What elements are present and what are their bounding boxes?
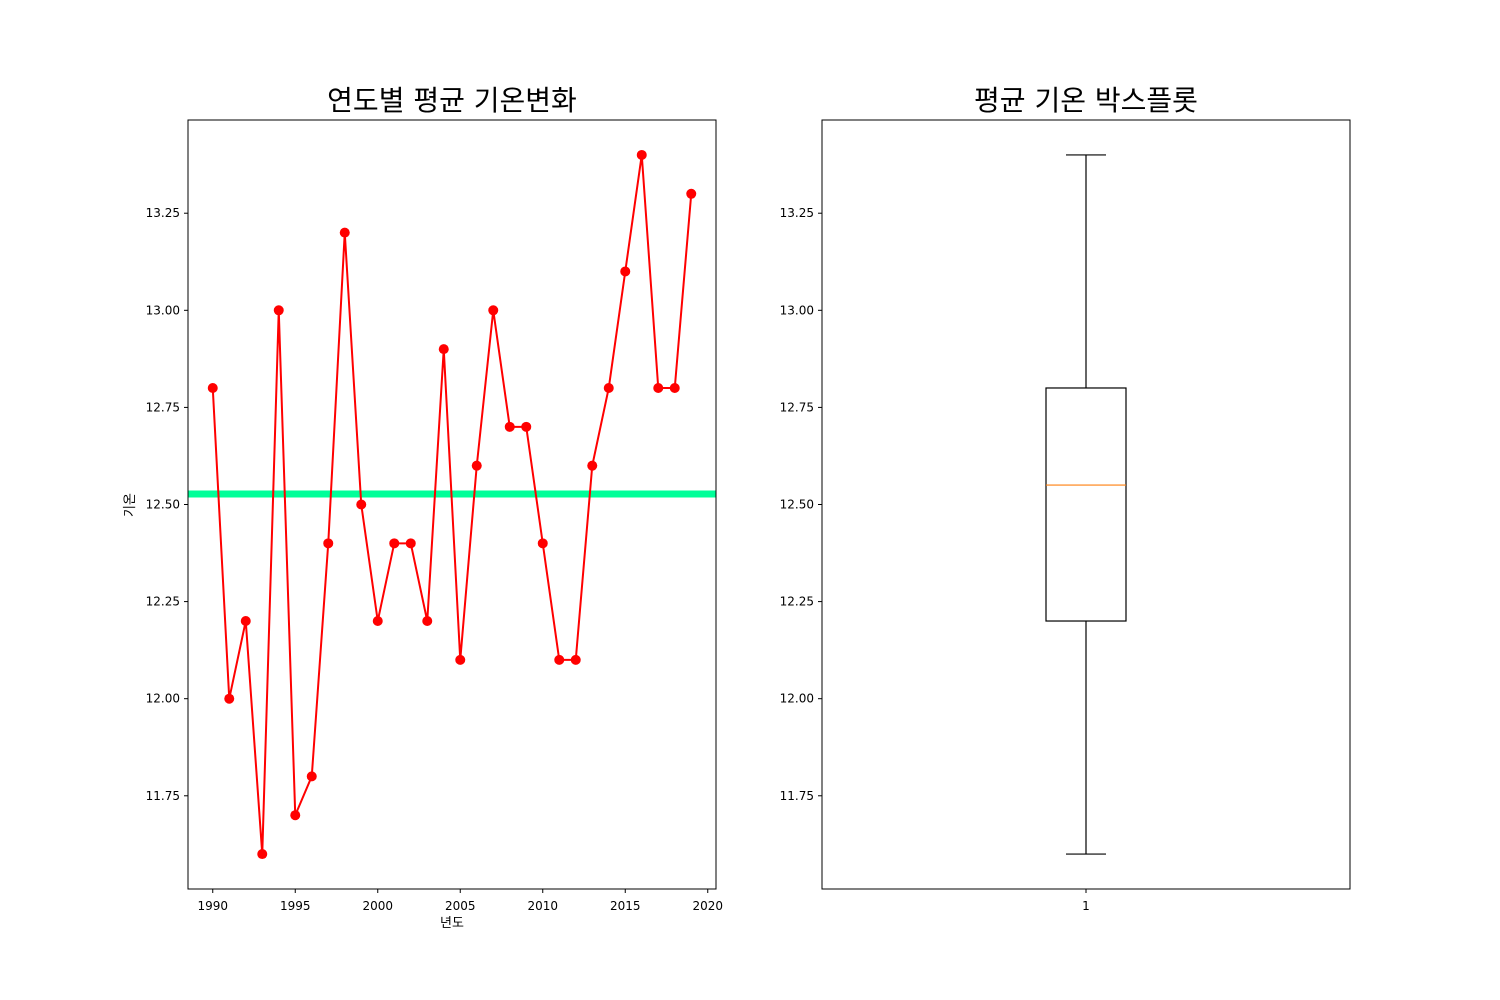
y-tick-label: 11.75 — [146, 789, 180, 803]
y-tick-label: 12.75 — [146, 400, 180, 414]
data-point — [339, 227, 350, 238]
data-point — [537, 538, 548, 549]
line-chart: 연도별 평균 기온변화 11.75 12.00 12.25 12.50 12.75 13.… — [123, 84, 723, 931]
x-tick-label: 2000 — [362, 899, 393, 913]
box-plot-chart: 평균 기온 박스플롯 11.75 12.00 12.25 12.50 12.75 13.0… — [780, 84, 1351, 913]
y-tick-label: 11.75 — [780, 789, 814, 803]
data-point — [207, 382, 218, 393]
x-tick-label: 1990 — [197, 899, 228, 913]
box-plot-ticks: 11.75 12.00 12.25 12.50 12.75 13.00 13.25 1 — [780, 206, 1090, 913]
data-point — [438, 344, 449, 355]
data-point — [554, 654, 565, 665]
x-tick-label: 1995 — [280, 899, 311, 913]
x-tick-label: 2015 — [610, 899, 641, 913]
data-point — [653, 382, 664, 393]
data-point — [306, 771, 317, 782]
data-point — [405, 538, 416, 549]
y-axis-label: 기온 — [123, 493, 138, 517]
y-tick-label: 12.25 — [146, 595, 180, 609]
y-tick-label: 13.25 — [146, 206, 180, 220]
data-point — [570, 654, 581, 665]
box-iqr — [1045, 387, 1127, 622]
y-tick-label: 12.00 — [780, 692, 814, 706]
y-tick-label: 13.00 — [780, 303, 814, 317]
line-chart-title: 연도별 평균 기온변화 — [327, 84, 577, 117]
box-plot-frame — [821, 119, 1351, 890]
data-point — [273, 305, 284, 316]
data-point — [603, 382, 614, 393]
box-plot-title: 평균 기온 박스플롯 — [974, 84, 1198, 117]
x-tick-label: 2010 — [527, 899, 558, 913]
data-point — [471, 460, 482, 471]
box-plot-plot-area — [1045, 154, 1127, 855]
x-tick-label: 2005 — [445, 899, 476, 913]
data-point — [669, 382, 680, 393]
line-chart-plot-area — [188, 149, 716, 860]
y-tick-label: 12.50 — [780, 498, 814, 512]
data-point — [521, 421, 532, 432]
data-point — [372, 616, 383, 627]
data-point — [240, 616, 251, 627]
line-chart-frame — [187, 119, 717, 890]
x-tick-label: 1 — [1082, 899, 1090, 913]
y-tick-label: 12.75 — [780, 400, 814, 414]
temperature-line — [211, 154, 693, 855]
y-tick-label: 13.25 — [780, 206, 814, 220]
x-axis-label: 년도 — [440, 916, 464, 931]
data-point — [257, 849, 268, 860]
x-tick-label: 2020 — [692, 899, 723, 913]
data-point — [356, 499, 367, 510]
line-chart-ticks: 11.75 12.00 12.25 12.50 12.75 13.00 13.25 1990 1… — [146, 206, 723, 913]
data-point — [488, 305, 499, 316]
y-tick-label: 13.00 — [146, 303, 180, 317]
y-tick-label: 12.50 — [146, 498, 180, 512]
data-point — [323, 538, 334, 549]
data-point — [389, 538, 400, 549]
data-point — [686, 188, 697, 199]
data-point — [290, 810, 301, 821]
data-point — [422, 616, 433, 627]
data-point — [504, 421, 515, 432]
data-point — [620, 266, 631, 277]
y-tick-label: 12.00 — [146, 692, 180, 706]
data-point — [455, 654, 466, 665]
data-point — [636, 149, 647, 160]
data-point — [587, 460, 598, 471]
y-tick-label: 12.25 — [780, 595, 814, 609]
data-point — [224, 693, 235, 704]
